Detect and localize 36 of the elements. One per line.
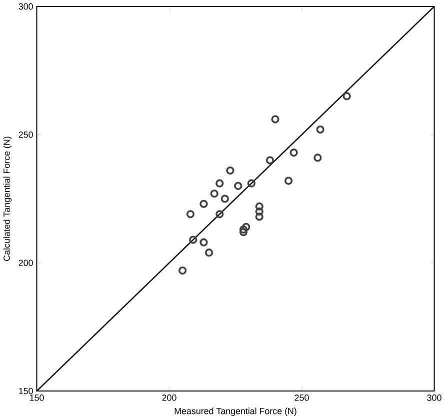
y-tick-label: 250 <box>18 131 33 138</box>
point <box>255 207 264 216</box>
point <box>200 238 208 246</box>
y-axis-title: Calculated Tangential Force (N) <box>3 136 12 261</box>
point <box>284 176 293 185</box>
point <box>204 248 214 257</box>
point <box>255 202 264 210</box>
point <box>242 222 250 231</box>
point <box>316 125 324 134</box>
point <box>186 210 195 218</box>
point <box>239 225 248 234</box>
point <box>314 154 322 162</box>
y-tick-label: 200 <box>18 260 33 266</box>
x-tick-label: 150 <box>30 394 44 401</box>
point <box>290 148 298 157</box>
x-axis-title: Measured Tangential Force (N) <box>174 408 296 416</box>
point <box>220 194 229 203</box>
point <box>239 228 248 236</box>
x-tick-label: 200 <box>162 394 176 401</box>
point <box>216 210 224 218</box>
point <box>200 200 208 208</box>
point <box>226 166 234 174</box>
point <box>210 189 218 198</box>
point <box>189 236 198 244</box>
y-tick-label: 150 <box>19 388 33 394</box>
x-tick-label: 300 <box>427 394 442 401</box>
point <box>247 179 256 188</box>
x-tick-label: 250 <box>294 394 309 401</box>
point <box>266 156 274 164</box>
point <box>271 115 280 124</box>
y-tick-label: 300 <box>18 3 33 10</box>
point <box>234 182 242 190</box>
point <box>342 92 351 100</box>
point <box>216 179 224 188</box>
point <box>178 266 187 274</box>
point <box>255 212 264 221</box>
